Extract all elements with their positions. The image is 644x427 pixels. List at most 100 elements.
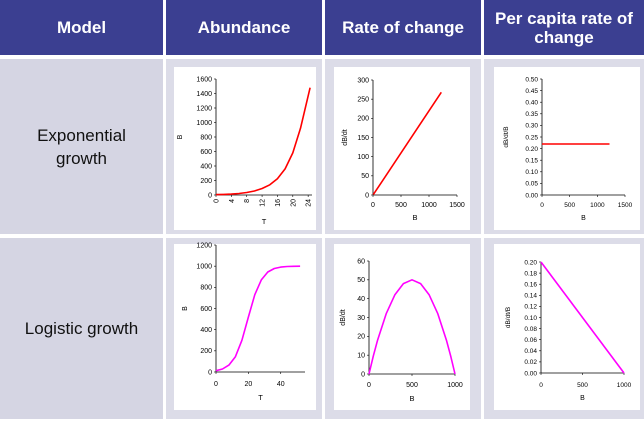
log-rate-ytick-label: 60 bbox=[357, 258, 365, 265]
exp-percapita-ytick-label: 0.45 bbox=[525, 88, 538, 95]
exp-abundance-xtick-label: 16 bbox=[275, 199, 282, 207]
exp-abundance-xtick-label: 4 bbox=[229, 199, 236, 203]
header-model-label: Model bbox=[56, 18, 107, 37]
log-percapita-ytick-label: 0.04 bbox=[524, 348, 537, 355]
log-rate-xlabel: B bbox=[409, 394, 414, 403]
log-percapita-ylabel: dB/dt/B bbox=[505, 307, 512, 328]
exp-percapita-xtick-label: 500 bbox=[564, 202, 575, 209]
log-percapita-ytick-label: 0.00 bbox=[524, 370, 537, 377]
row-label-logistic-text: Logistic growth bbox=[24, 319, 139, 338]
log-abundance-ytick-label: 200 bbox=[200, 348, 212, 355]
log-percapita-xtick-label: 0 bbox=[539, 382, 543, 389]
log-abundance-ylabel: B bbox=[182, 306, 189, 311]
header-abundance-label: Abundance bbox=[197, 18, 291, 37]
log-rate-series-line bbox=[368, 278, 456, 375]
exp-abundance-ytick-label: 800 bbox=[200, 134, 212, 141]
exp-abundance-ytick-label: 600 bbox=[200, 149, 212, 156]
exp-abundance-xlabel: T bbox=[262, 217, 267, 226]
exp-abundance-ytick-label: 1200 bbox=[196, 105, 212, 112]
exp-percapita-ylabel: dB/dt/B bbox=[503, 126, 510, 147]
log-rate-ytick-label: 30 bbox=[357, 315, 365, 322]
plot-exp-abundance bbox=[174, 67, 316, 230]
row-label-exponential-text: Exponential growth bbox=[37, 125, 126, 168]
exp-percapita-xlabel: B bbox=[581, 215, 586, 222]
log-percapita-ytick-label: 0.20 bbox=[524, 259, 537, 266]
header-abundance: Abundance bbox=[166, 0, 322, 55]
log-percapita-series-line bbox=[540, 261, 625, 374]
exp-percapita-ytick-label: 0.10 bbox=[525, 169, 538, 176]
plot-exp-rate bbox=[334, 67, 470, 230]
exp-percapita-ytick-label: 0.40 bbox=[525, 100, 538, 107]
exp-rate-ytick-label: 100 bbox=[357, 154, 369, 161]
plot-exp-percapita bbox=[494, 67, 640, 230]
exp-rate-ytick-label: 250 bbox=[357, 96, 369, 103]
log-percapita-ytick-label: 0.02 bbox=[524, 359, 537, 366]
log-percapita-ytick-label: 0.14 bbox=[524, 293, 537, 300]
log-abundance-ytick-label: 600 bbox=[200, 306, 212, 313]
log-abundance-xtick-label: 40 bbox=[277, 381, 285, 388]
header-per-capita-label: Per capita rate of change bbox=[495, 8, 633, 47]
header-model: Model bbox=[0, 0, 163, 55]
exp-rate-xtick-label: 1000 bbox=[421, 202, 437, 209]
exp-abundance-xtick-label: 20 bbox=[290, 199, 297, 207]
log-percapita-xlabel: B bbox=[580, 395, 585, 402]
log-abundance-ytick-label: 0 bbox=[208, 369, 212, 376]
exp-abundance-series-line bbox=[215, 87, 311, 196]
exp-rate-series-line bbox=[372, 91, 442, 196]
exp-rate-xtick-label: 0 bbox=[371, 202, 375, 209]
header-per-capita: Per capita rate of change bbox=[484, 0, 644, 55]
log-percapita-ytick-label: 0.16 bbox=[524, 282, 537, 289]
plot-log-rate bbox=[334, 244, 470, 410]
exp-rate-ytick-label: 300 bbox=[357, 77, 369, 84]
log-rate-ytick-label: 0 bbox=[361, 371, 365, 378]
exp-percapita-ytick-label: 0.15 bbox=[525, 158, 538, 165]
exp-abundance-ylabel: B bbox=[177, 134, 184, 139]
exp-abundance-ytick-label: 1600 bbox=[196, 76, 212, 83]
log-rate-ytick-label: 10 bbox=[357, 352, 365, 359]
plot-log-percapita bbox=[494, 244, 640, 410]
log-abundance-xlabel: T bbox=[258, 393, 263, 402]
exp-percapita-ytick-label: 0.20 bbox=[525, 146, 538, 153]
exp-abundance-xtick-label: 12 bbox=[260, 199, 267, 207]
log-rate-ylabel: dB/dt bbox=[340, 309, 347, 325]
exp-percapita-xtick-label: 1000 bbox=[590, 202, 605, 209]
exp-abundance-ytick-label: 400 bbox=[200, 163, 212, 170]
log-abundance-ytick-label: 800 bbox=[200, 285, 212, 292]
exp-percapita-xtick-label: 0 bbox=[540, 202, 544, 209]
log-percapita-ytick-label: 0.06 bbox=[524, 337, 537, 344]
exp-rate-xlabel: B bbox=[412, 213, 417, 222]
log-abundance-xtick-label: 20 bbox=[244, 381, 252, 388]
log-rate-xtick-label: 0 bbox=[367, 382, 371, 389]
exp-rate-xtick-label: 500 bbox=[395, 202, 407, 209]
exp-percapita-xtick-label: 1500 bbox=[618, 202, 633, 209]
log-percapita-ytick-label: 0.18 bbox=[524, 270, 537, 277]
header-rate-label: Rate of change bbox=[342, 18, 464, 37]
log-percapita-xtick-label: 500 bbox=[577, 382, 588, 389]
exp-abundance-ytick-label: 0 bbox=[208, 192, 212, 199]
log-rate-xtick-label: 500 bbox=[406, 382, 418, 389]
exp-percapita-ytick-label: 0.25 bbox=[525, 134, 538, 141]
log-percapita-ytick-label: 0.10 bbox=[524, 315, 537, 322]
row-label-logistic: Logistic growth bbox=[0, 238, 163, 419]
exp-percapita-ytick-label: 0.00 bbox=[525, 192, 538, 199]
header-rate: Rate of change bbox=[325, 0, 481, 55]
exp-abundance-xtick-label: 8 bbox=[244, 199, 251, 203]
log-rate-ytick-label: 50 bbox=[357, 277, 365, 284]
log-abundance-series-line bbox=[215, 265, 301, 372]
log-rate-ytick-label: 40 bbox=[357, 296, 365, 303]
log-rate-xtick-label: 1000 bbox=[447, 382, 463, 389]
row-label-exponential: Exponential growth bbox=[0, 59, 163, 234]
exp-abundance-ytick-label: 1400 bbox=[196, 91, 212, 98]
exp-rate-ytick-label: 150 bbox=[357, 135, 369, 142]
exp-abundance-xtick-label: 24 bbox=[306, 199, 313, 207]
exp-percapita-ytick-label: 0.50 bbox=[525, 76, 538, 83]
exp-rate-xtick-label: 1500 bbox=[449, 202, 465, 209]
exp-abundance-xtick-label: 0 bbox=[214, 199, 221, 203]
exp-rate-ytick-label: 200 bbox=[357, 116, 369, 123]
log-abundance-xtick-label: 0 bbox=[214, 381, 218, 388]
exp-rate-ytick-label: 0 bbox=[365, 192, 369, 199]
log-percapita-ytick-label: 0.12 bbox=[524, 304, 537, 311]
exp-rate-ytick-label: 50 bbox=[361, 173, 369, 180]
log-rate-ytick-label: 20 bbox=[357, 334, 365, 341]
